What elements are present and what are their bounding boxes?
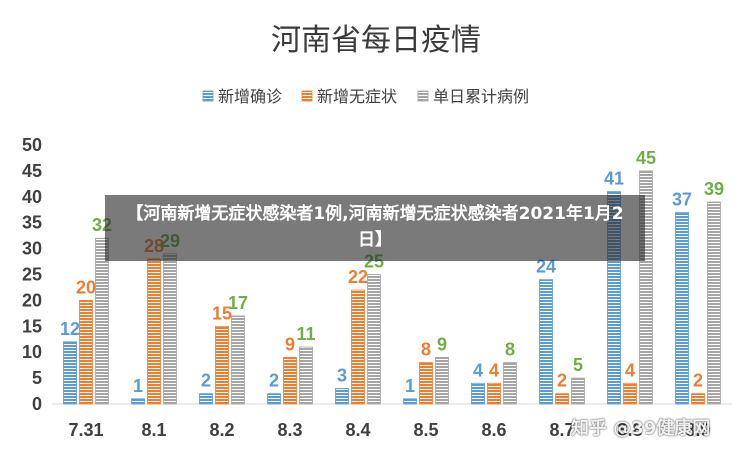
bar <box>403 398 417 405</box>
data-label: 41 <box>604 169 624 189</box>
x-tick-label: 8.5 <box>413 420 438 440</box>
data-label: 4 <box>625 360 635 380</box>
y-tick-label: 20 <box>22 290 42 310</box>
data-label: 17 <box>228 293 248 313</box>
bar <box>63 341 77 405</box>
bars-group <box>63 170 721 405</box>
data-label: 22 <box>348 267 368 287</box>
data-label: 37 <box>672 189 692 209</box>
y-tick-label: 30 <box>22 239 42 259</box>
x-tick-label: 8.3 <box>277 420 302 440</box>
bar <box>215 325 229 405</box>
x-tick-label: 7.31 <box>68 420 103 440</box>
bar <box>131 398 145 405</box>
x-tick-label: 8.8 <box>617 420 642 440</box>
data-label: 8 <box>505 340 515 360</box>
data-label: 9 <box>285 334 295 354</box>
data-label: 2 <box>201 371 211 391</box>
legend-swatch-1 <box>202 90 214 102</box>
bar <box>539 279 553 405</box>
bar <box>147 258 161 405</box>
bar <box>299 346 313 405</box>
data-label: 1 <box>133 376 143 396</box>
bar <box>571 377 585 405</box>
overlay-caption: 【河南新增无症状感染者1例,河南新增无症状感染者2021年1月2日】 <box>105 195 645 261</box>
y-tick-label: 25 <box>22 265 42 285</box>
data-label: 11 <box>296 324 315 344</box>
bar <box>335 388 349 405</box>
legend-label-1: 新增确诊 <box>218 87 282 106</box>
bar <box>419 362 433 405</box>
x-tick-label: 8.1 <box>141 420 166 440</box>
data-label: 39 <box>704 179 724 199</box>
x-tick-label: 8.2 <box>209 420 234 440</box>
bar <box>555 393 569 405</box>
bar <box>707 201 721 405</box>
data-label: 2 <box>557 371 567 391</box>
data-label: 24 <box>536 257 556 277</box>
data-label: 2 <box>693 371 703 391</box>
bar <box>351 289 365 405</box>
x-tick-label: 8.4 <box>345 420 370 440</box>
data-label: 3 <box>337 365 347 385</box>
data-label: 4 <box>473 360 483 380</box>
y-tick-label: 0 <box>32 394 42 414</box>
data-label: 20 <box>76 277 96 297</box>
data-label: 12 <box>60 319 80 339</box>
y-tick-label: 40 <box>22 187 42 207</box>
bar <box>471 382 485 405</box>
bar <box>623 382 637 405</box>
data-label: 5 <box>573 355 583 375</box>
bar <box>435 356 449 405</box>
watermark: 知乎 @39健康网 <box>571 418 711 439</box>
bar <box>283 356 297 405</box>
y-tick-label: 15 <box>22 316 42 336</box>
data-label: 15 <box>212 303 232 323</box>
bar <box>199 393 213 405</box>
bar <box>367 274 381 405</box>
bar <box>503 362 517 405</box>
data-label: 1 <box>405 376 415 396</box>
data-label: 2 <box>269 371 279 391</box>
y-tick-label: 45 <box>22 161 42 181</box>
bar <box>487 382 501 405</box>
data-label: 4 <box>489 360 499 380</box>
y-tick-label: 35 <box>22 213 42 233</box>
bar <box>267 393 281 405</box>
y-tick-label: 50 <box>22 135 42 155</box>
x-tick-label: 8.9 <box>685 420 710 440</box>
y-tick-label: 5 <box>32 368 42 388</box>
bar <box>691 393 705 405</box>
legend-label-3: 单日累计病例 <box>433 87 529 106</box>
data-label: 8 <box>421 340 431 360</box>
bar <box>163 253 177 405</box>
y-tick-label: 10 <box>22 342 42 362</box>
legend-swatch-2 <box>301 90 313 102</box>
chart-legend: 新增确诊 新增无症状 单日累计病例 <box>202 87 529 106</box>
data-label: 45 <box>636 148 656 168</box>
x-tick-label: 8.7 <box>549 420 574 440</box>
x-tick-label: 8.6 <box>481 420 506 440</box>
legend-swatch-3 <box>417 90 429 102</box>
x-axis: 7.31 8.1 8.2 8.3 8.4 8.5 8.6 8.7 8.8 8.9 <box>68 420 710 440</box>
bar <box>231 315 245 405</box>
bar <box>95 237 109 405</box>
data-label: 9 <box>437 334 447 354</box>
bar <box>79 299 93 405</box>
bar <box>675 211 689 405</box>
legend-label-2: 新增无症状 <box>317 87 397 106</box>
chart-title: 河南省每日疫情 <box>271 23 481 58</box>
